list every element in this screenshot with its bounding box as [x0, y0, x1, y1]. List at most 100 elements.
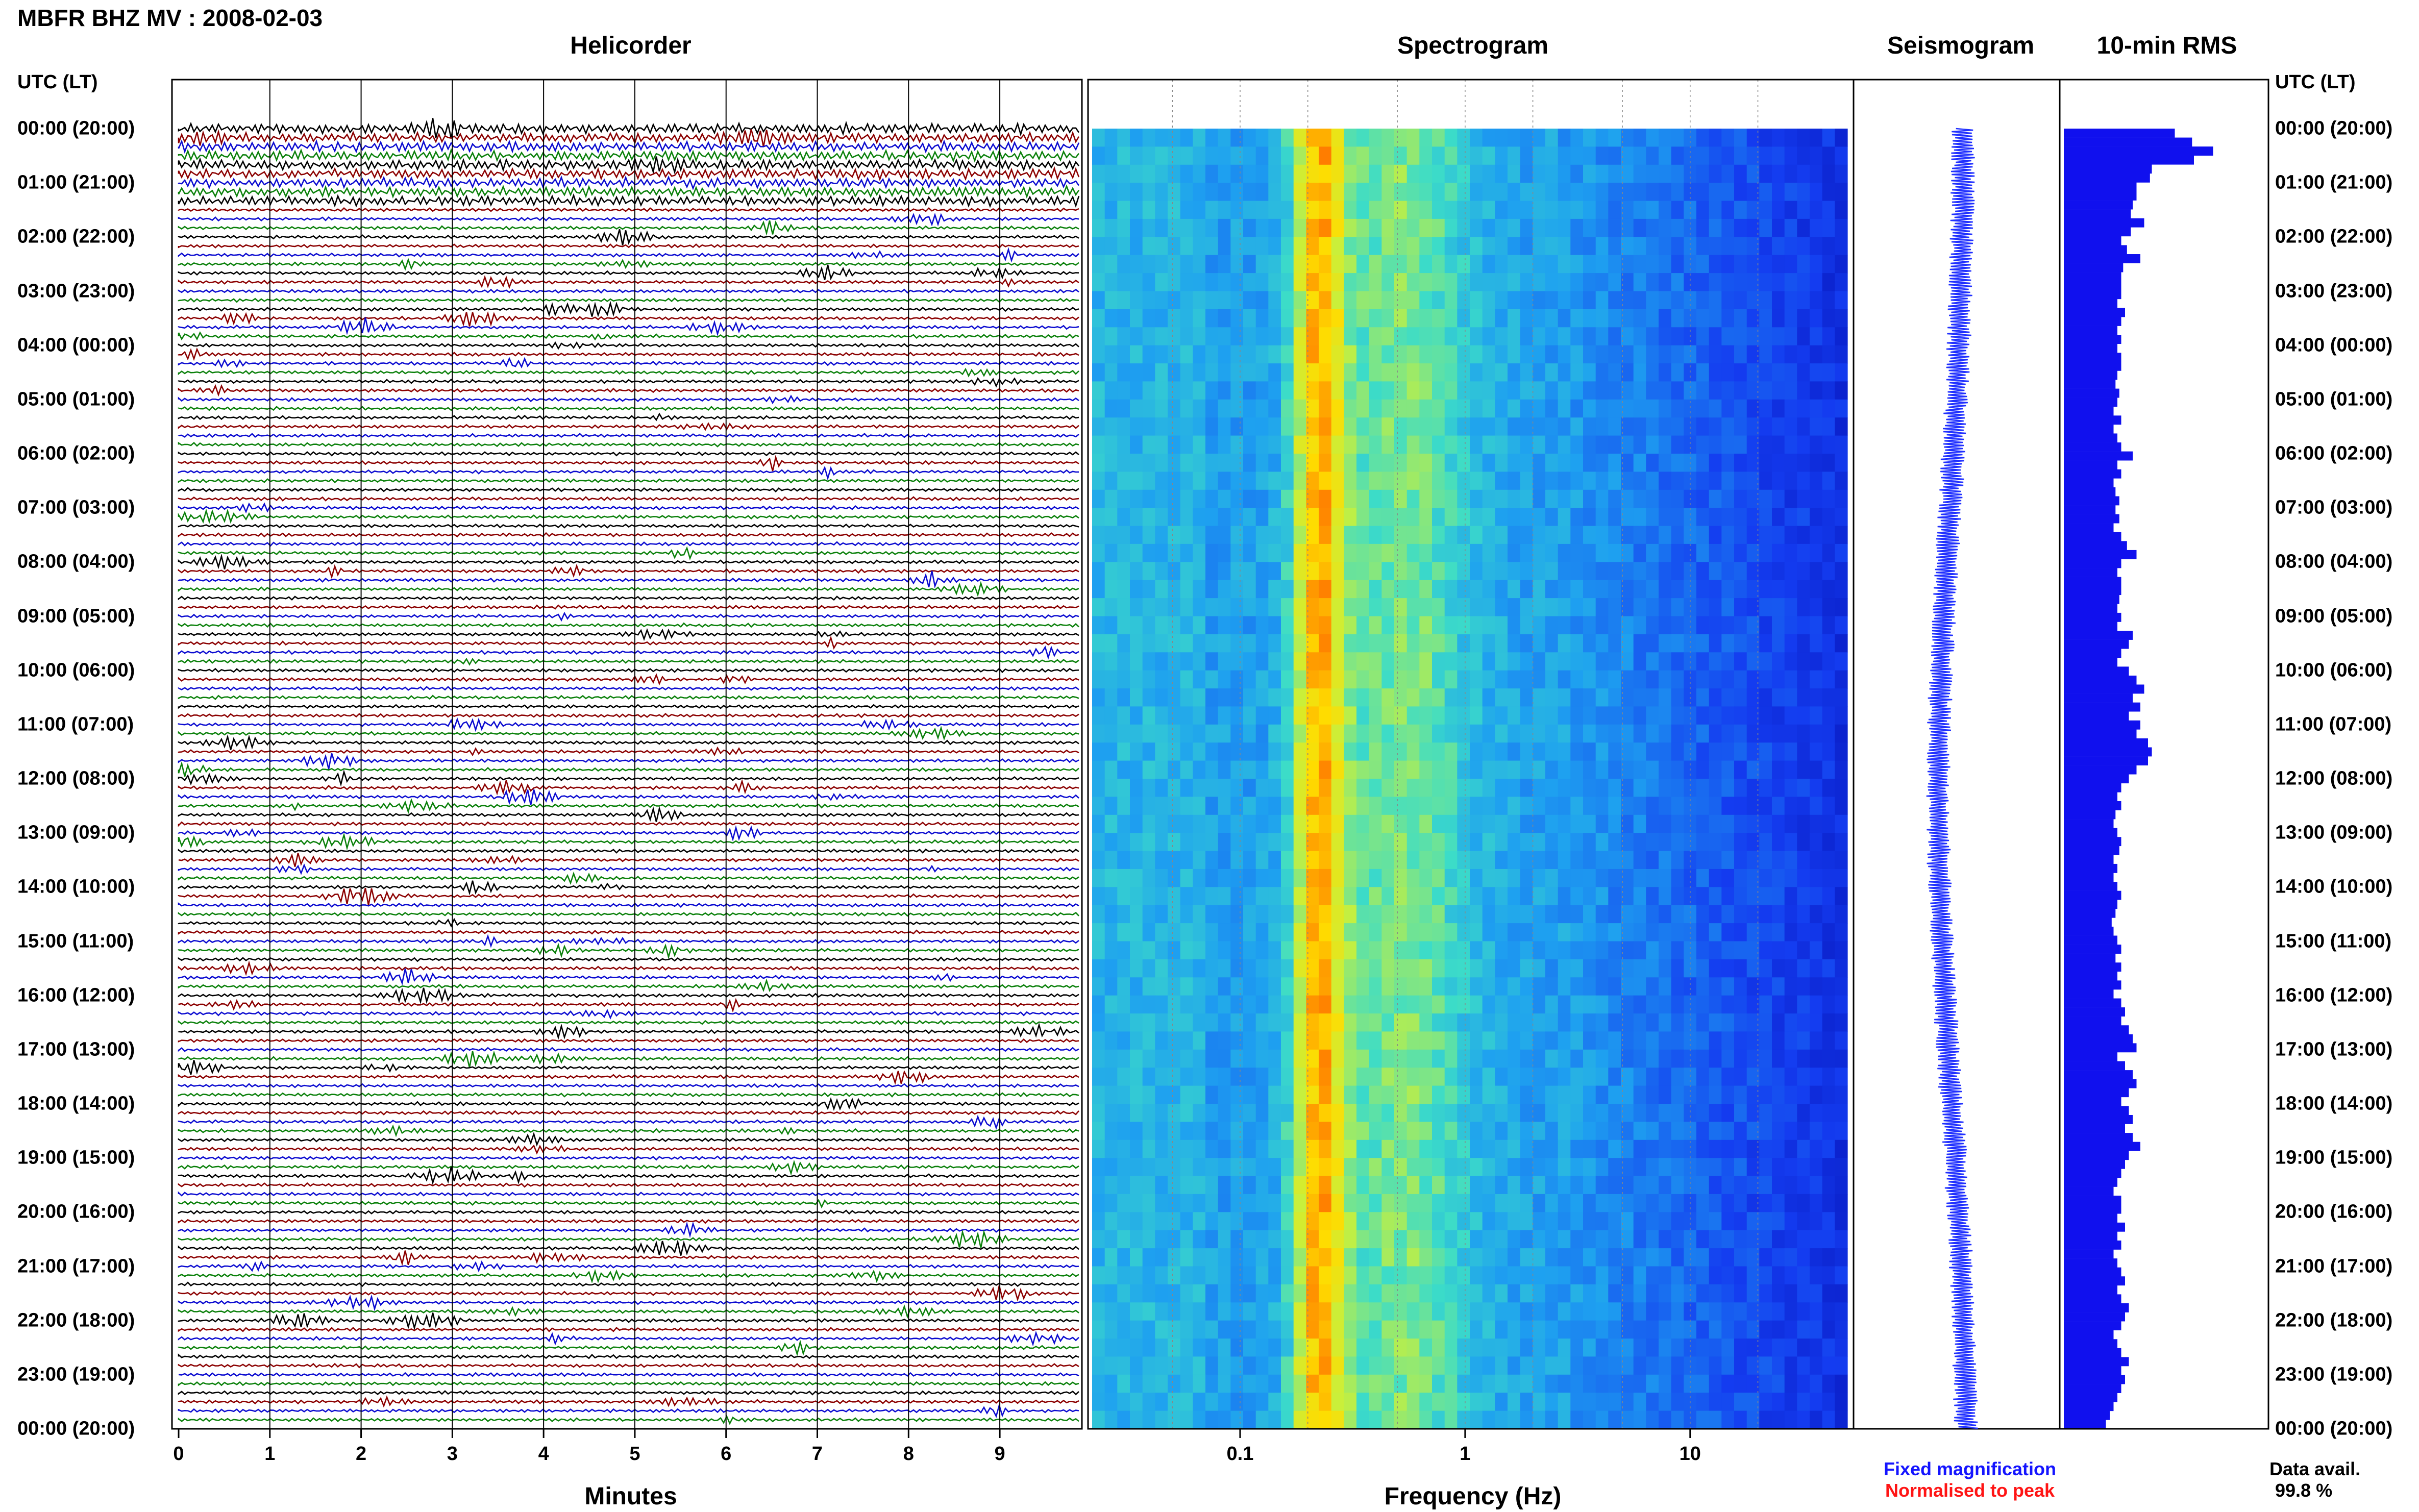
helicorder-trace	[178, 1020, 1079, 1025]
helicorder-trace	[178, 406, 1079, 411]
spectrogram-cell	[1419, 218, 1433, 237]
spectrogram-cell	[1432, 489, 1445, 508]
spectrogram-cell	[1470, 634, 1483, 653]
helicorder-trace	[178, 1022, 1079, 1040]
spectrogram-cell	[1482, 472, 1495, 490]
helicorder-trace	[178, 166, 1080, 182]
spectrogram-cell	[1709, 905, 1722, 924]
spectrogram-cell	[1533, 1320, 1546, 1339]
time-label-left: 21:00 (17:00)	[17, 1255, 135, 1277]
spectrogram-cell	[1570, 634, 1584, 653]
helicorder-trace	[178, 604, 1079, 610]
spectrogram-cell	[1369, 760, 1382, 779]
spectrogram-cell	[1255, 562, 1269, 581]
spectrogram-cell	[1570, 327, 1584, 346]
spectrogram-cell	[1331, 1158, 1344, 1177]
spectrogram-cell	[1293, 1158, 1306, 1177]
spectrogram-cell	[1432, 941, 1445, 960]
spectrogram-cell	[1558, 688, 1571, 707]
spectrogram-cell	[1419, 309, 1433, 328]
spectrogram-cell	[1344, 218, 1357, 237]
spectrogram-cell	[1583, 814, 1596, 833]
spectrogram-cell	[1621, 1158, 1634, 1177]
spectrogram-cell	[1306, 869, 1319, 887]
spectrogram-cell	[1419, 742, 1433, 761]
spectrogram-cell	[1319, 616, 1332, 635]
spectrogram-cell	[1495, 779, 1508, 797]
spectrogram-cell	[1205, 183, 1219, 202]
spectrogram-cell	[1155, 508, 1168, 527]
spectrogram-cell	[1595, 1320, 1609, 1339]
spectrogram-cell	[1671, 1085, 1684, 1104]
spectrogram-cell	[1520, 1284, 1533, 1303]
time-label-right: 00:00 (20:00)	[2275, 1418, 2393, 1440]
spectrogram-cell	[1331, 652, 1344, 671]
spectrogram-cell	[1721, 273, 1735, 292]
spectrogram-cell	[1331, 833, 1344, 852]
spectrogram-cell	[1344, 598, 1357, 617]
spectrogram-cell	[1306, 381, 1319, 400]
helicorder-trace	[178, 433, 1079, 438]
spectrogram-cell	[1520, 959, 1533, 978]
rms-bar	[2064, 908, 2116, 918]
spectrogram-cell	[1545, 1320, 1559, 1339]
spectrogram-cell	[1406, 851, 1420, 870]
spectrogram-cell	[1621, 399, 1634, 418]
spectrogram-cell	[1457, 797, 1470, 815]
spectrogram-cell	[1633, 489, 1646, 508]
spectrogram-cell	[1633, 1031, 1646, 1050]
spectrogram-cell	[1784, 1049, 1797, 1068]
spectrogram-cell	[1734, 435, 1747, 454]
spectrogram-cell	[1255, 218, 1269, 237]
spectrogram-cell	[1319, 543, 1332, 562]
spectrogram-cell	[1142, 1212, 1155, 1231]
spectrogram-cell	[1709, 616, 1722, 635]
spectrogram-cell	[1155, 237, 1168, 256]
spectrogram-cell	[1180, 218, 1193, 237]
spectrogram-cell	[1671, 1393, 1684, 1411]
spectrogram-cell	[1306, 1374, 1319, 1393]
spectrogram-cell	[1646, 381, 1659, 400]
spectrogram-cell	[1344, 1013, 1357, 1032]
spectrogram-cell	[1356, 1302, 1370, 1321]
spectrogram-cell	[1268, 399, 1281, 418]
spectrogram-cell	[1508, 472, 1521, 490]
spectrogram-cell	[1533, 1374, 1546, 1393]
spectrogram-cell	[1104, 670, 1118, 689]
spectrogram-cell	[1319, 797, 1332, 815]
spectrogram-cell	[1810, 1176, 1823, 1195]
spectrogram-cell	[1092, 1284, 1105, 1303]
spectrogram-cell	[1784, 129, 1797, 147]
helicorder-tick-label: 5	[629, 1443, 640, 1465]
spectrogram-cell	[1092, 869, 1105, 887]
time-label-left: 15:00 (11:00)	[17, 930, 134, 952]
spectrogram-cell	[1319, 1356, 1332, 1375]
spectrogram-cell	[1444, 941, 1458, 960]
spectrogram-cell	[1746, 435, 1760, 454]
spectrogram-cell	[1671, 345, 1684, 364]
spectrogram-cell	[1344, 309, 1357, 328]
spectrogram-cell	[1621, 183, 1634, 202]
spectrogram-cell	[1570, 399, 1584, 418]
spectrogram-cell	[1419, 941, 1433, 960]
spectrogram-cell	[1193, 652, 1206, 671]
spectrogram-cell	[1671, 634, 1684, 653]
spectrogram-cell	[1508, 489, 1521, 508]
spectrogram-cell	[1696, 201, 1710, 219]
spectrogram-cell	[1218, 779, 1231, 797]
spectrogram-cell	[1822, 851, 1835, 870]
spectrogram-cell	[1621, 291, 1634, 310]
spectrogram-cell	[1444, 1410, 1458, 1429]
spectrogram-cell	[1218, 1230, 1231, 1249]
spectrogram-cell	[1835, 417, 1848, 436]
spectrogram-cell	[1381, 183, 1395, 202]
spectrogram-cell	[1835, 1139, 1848, 1158]
spectrogram-cell	[1671, 417, 1684, 436]
spectrogram-cell	[1155, 309, 1168, 328]
spectrogram-cell	[1835, 995, 1848, 1014]
spectrogram-cell	[1356, 309, 1370, 328]
spectrogram-cell	[1193, 489, 1206, 508]
spectrogram-cell	[1432, 1049, 1445, 1068]
spectrogram-cell	[1117, 1284, 1130, 1303]
spectrogram-cell	[1230, 995, 1244, 1014]
